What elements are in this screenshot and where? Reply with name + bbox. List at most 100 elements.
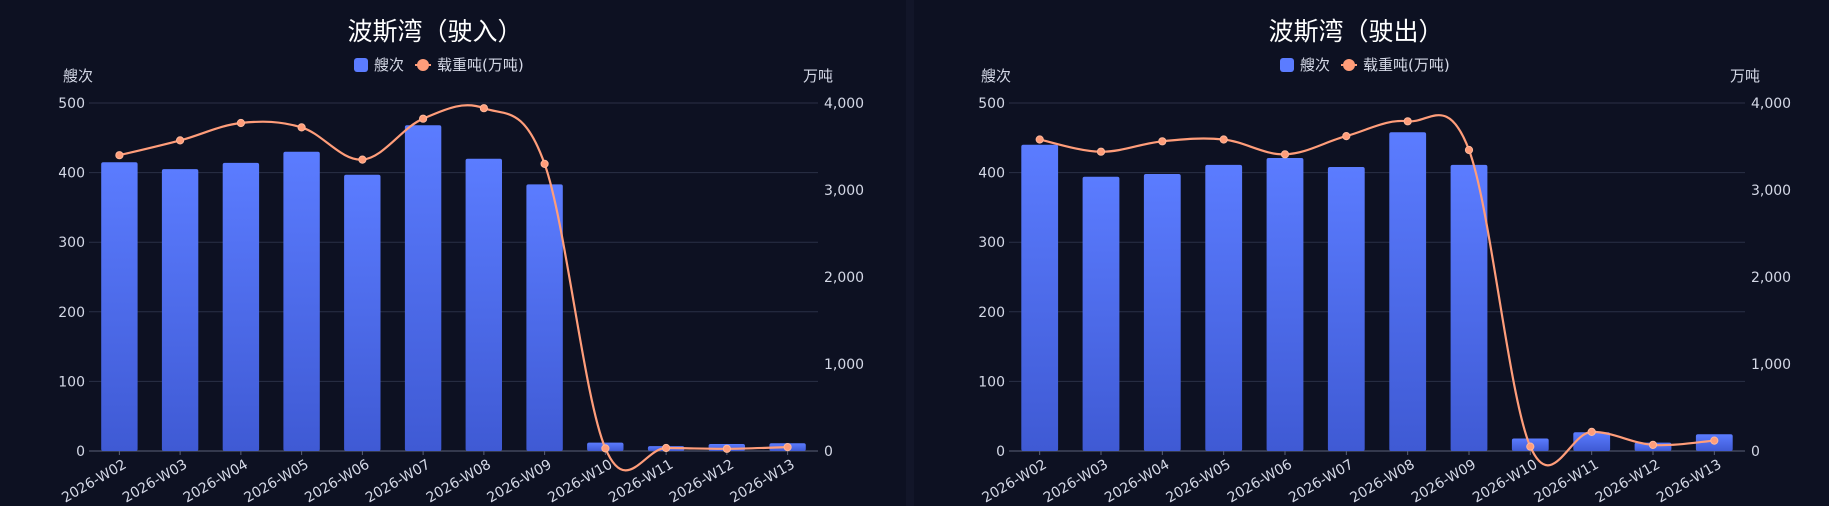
bar[interactable]	[1450, 164, 1488, 451]
y-tick-left: 500	[978, 96, 1005, 112]
line-point[interactable]	[236, 118, 245, 128]
bar[interactable]	[1143, 174, 1181, 451]
x-tick-label: 2026-W12	[667, 457, 737, 506]
bar[interactable]	[1389, 132, 1427, 451]
bar[interactable]	[1327, 167, 1365, 451]
y-tick-right: 1,000	[1751, 357, 1791, 373]
y-tick-right: 1,000	[824, 357, 864, 373]
bar[interactable]	[1266, 158, 1304, 451]
y-tick-left: 500	[58, 96, 85, 112]
y-tick-left: 300	[978, 235, 1005, 251]
line-point[interactable]	[1342, 132, 1351, 141]
y-tick-right: 3,000	[824, 183, 864, 199]
y-tick-right: 4,000	[824, 96, 864, 112]
bar[interactable]	[404, 125, 442, 452]
x-tick-label: 2026-W06	[302, 457, 372, 506]
line-point[interactable]	[1587, 427, 1596, 436]
y-tick-left: 0	[76, 444, 85, 460]
line-point[interactable]	[1464, 145, 1474, 155]
y-axis-right-name: 万吨	[803, 67, 833, 85]
x-tick-label: 2026-W03	[120, 457, 190, 506]
legend-label-bar: 艘次	[1300, 56, 1330, 74]
line-point[interactable]	[1526, 442, 1535, 451]
x-tick-label: 2026-W07	[1286, 457, 1356, 506]
legend-label-line: 载重吨(万吨)	[437, 56, 524, 74]
bar[interactable]	[161, 169, 199, 451]
legend: 艘次 载重吨(万吨)	[1280, 56, 1450, 74]
line-point[interactable]	[115, 151, 124, 160]
y-axis-left-name: 艘次	[981, 67, 1011, 85]
line-series	[1039, 114, 1715, 467]
bar[interactable]	[222, 162, 260, 451]
chart-panel-inbound: 波斯湾（驶入） 艘次 载重吨(万吨) 艘次 万吨 0 100 200 300 400 500 0 1,0…	[0, 0, 906, 506]
chart-title: 波斯湾（驶出）	[1268, 17, 1443, 46]
line-point[interactable]	[419, 114, 428, 123]
y-axis-right-name: 万吨	[1730, 67, 1760, 85]
x-tick-label: 2026-W09	[1409, 457, 1479, 506]
x-tick-label: 2026-W12	[1593, 457, 1663, 506]
x-tick-label: 2026-W07	[363, 457, 433, 506]
x-tick-label: 2026-W10	[545, 457, 615, 506]
y-axis-left-name: 艘次	[63, 67, 93, 85]
line-point[interactable]	[297, 123, 306, 132]
x-tick-label: 2026-W04	[1102, 457, 1172, 506]
y-tick-right: 2,000	[1751, 270, 1791, 286]
legend-line-marker	[417, 59, 429, 71]
x-tick-label: 2026-W05	[1164, 457, 1234, 506]
line-point[interactable]	[662, 443, 671, 453]
bar[interactable]	[1573, 432, 1611, 451]
bar[interactable]	[1021, 144, 1059, 452]
x-tick-label: 2026-W02	[980, 457, 1050, 506]
line-point[interactable]	[1035, 135, 1044, 144]
line-point[interactable]	[722, 444, 732, 453]
line-point[interactable]	[479, 104, 488, 113]
y-tick-left: 0	[996, 444, 1005, 460]
line-point[interactable]	[1280, 150, 1290, 159]
y-tick-left: 200	[978, 305, 1005, 321]
bar[interactable]	[1205, 164, 1243, 451]
bar[interactable]	[344, 174, 381, 451]
x-tick-label: 2026-W13	[1654, 457, 1724, 506]
legend-label-line: 载重吨(万吨)	[1363, 56, 1450, 74]
line-point[interactable]	[1219, 135, 1228, 144]
line-point[interactable]	[1158, 137, 1167, 146]
line-point[interactable]	[1648, 440, 1658, 449]
chart-inbound: 波斯湾（驶入）艘次 载重吨(万吨)艘次 万吨010020030040050001,0…	[58, 17, 864, 506]
y-tick-left: 200	[58, 305, 85, 321]
y-tick-left: 100	[58, 374, 85, 390]
x-tick-label: 2026-W13	[727, 457, 797, 506]
line-point[interactable]	[540, 159, 549, 168]
line-point[interactable]	[1403, 117, 1412, 126]
x-tick-label: 2026-W03	[1041, 457, 1111, 506]
x-tick-label: 2026-W04	[181, 457, 251, 506]
bar[interactable]	[283, 151, 320, 451]
bar[interactable]	[526, 184, 563, 451]
x-tick-label: 2026-W08	[424, 457, 494, 506]
x-tick-label: 2026-W02	[59, 457, 129, 506]
line-point[interactable]	[176, 136, 185, 145]
x-tick-label: 2026-W10	[1470, 457, 1540, 506]
legend-bar-swatch	[1280, 58, 1294, 72]
y-tick-right: 4,000	[1751, 96, 1791, 112]
bar[interactable]	[1082, 176, 1120, 452]
bar[interactable]	[101, 162, 138, 451]
y-tick-right: 2,000	[824, 270, 864, 286]
x-tick-label: 2026-W08	[1348, 457, 1418, 506]
legend-bar-swatch	[354, 58, 368, 72]
y-tick-right: 3,000	[1751, 183, 1791, 199]
line-point[interactable]	[783, 443, 792, 452]
line-point[interactable]	[601, 444, 610, 453]
legend-line-marker	[1343, 59, 1355, 71]
legend-label-bar: 艘次	[374, 56, 404, 74]
chart-outbound: 波斯湾（驶出）艘次 载重吨(万吨)艘次 万吨010020030040050001,0…	[978, 17, 1791, 506]
line-point[interactable]	[1710, 436, 1719, 445]
y-tick-right: 0	[824, 444, 833, 460]
y-tick-left: 100	[978, 374, 1005, 390]
line-point[interactable]	[1096, 147, 1106, 156]
y-tick-right: 0	[1751, 444, 1760, 460]
bar[interactable]	[465, 158, 502, 451]
chart-title: 波斯湾（驶入）	[347, 17, 522, 46]
line-series	[119, 104, 788, 472]
line-point[interactable]	[358, 155, 367, 164]
